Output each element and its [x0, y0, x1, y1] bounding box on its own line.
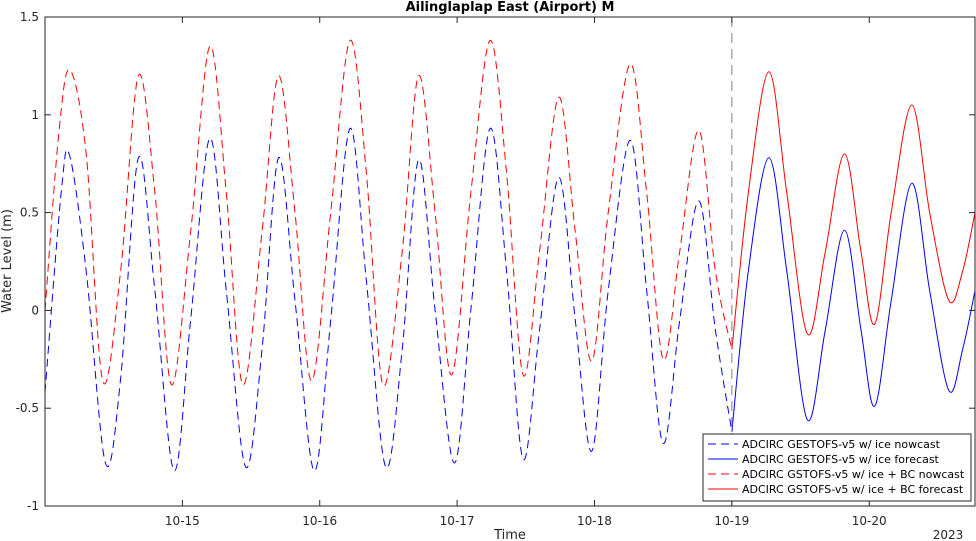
legend-label: ADCIRC GSTOFS-v5 w/ ice + BC forecast	[742, 483, 964, 496]
x-tick-label: 10-20	[852, 514, 887, 528]
year-label: 2023	[933, 528, 964, 541]
y-tick-label: -1	[27, 499, 39, 513]
x-tick-label: 10-17	[440, 514, 475, 528]
series-line-3	[44, 39, 733, 387]
series-line-2	[731, 157, 976, 432]
series-line-1	[44, 127, 733, 472]
x-tick-label: 10-19	[714, 514, 749, 528]
legend-box	[702, 433, 972, 502]
x-axis-label: Time	[493, 528, 526, 541]
x-tick-label: 10-15	[165, 514, 200, 528]
x-tick-label: 10-16	[302, 514, 337, 528]
plot-frame	[44, 16, 976, 507]
y-tick-label: 0.5	[20, 206, 39, 220]
y-tick-label: -0.5	[16, 401, 39, 415]
y-tick-label: 0	[31, 303, 39, 317]
x-axis: 10-15 10-16 10-17 10-18 10-19 10-20	[165, 17, 887, 528]
legend-label: ADCIRC GESTOFS-v5 w/ ice nowcast	[742, 438, 941, 451]
y-tick-label: 1.5	[20, 10, 39, 24]
chart-title: Ailinglaplap East (Airport) M	[406, 0, 615, 15]
legend-label: ADCIRC GESTOFS-v5 w/ ice forecast	[742, 453, 940, 466]
plot-area	[45, 17, 975, 506]
y-tick-label: 1	[31, 108, 39, 122]
y-axis: -1 -0.5 0 0.5 1 1.5	[16, 10, 975, 513]
legend-items: ADCIRC GESTOFS-v5 w/ ice nowcast ADCIRC G…	[708, 438, 965, 496]
y-axis-label: Water Level (m)	[0, 209, 15, 313]
x-tick-label: 10-18	[577, 514, 612, 528]
legend-label: ADCIRC GSTOFS-v5 w/ ice + BC nowcast	[742, 468, 965, 481]
series-layer	[44, 39, 976, 472]
legend: ADCIRC GESTOFS-v5 w/ ice nowcast ADCIRC G…	[702, 433, 972, 502]
series-line-4	[731, 71, 976, 350]
